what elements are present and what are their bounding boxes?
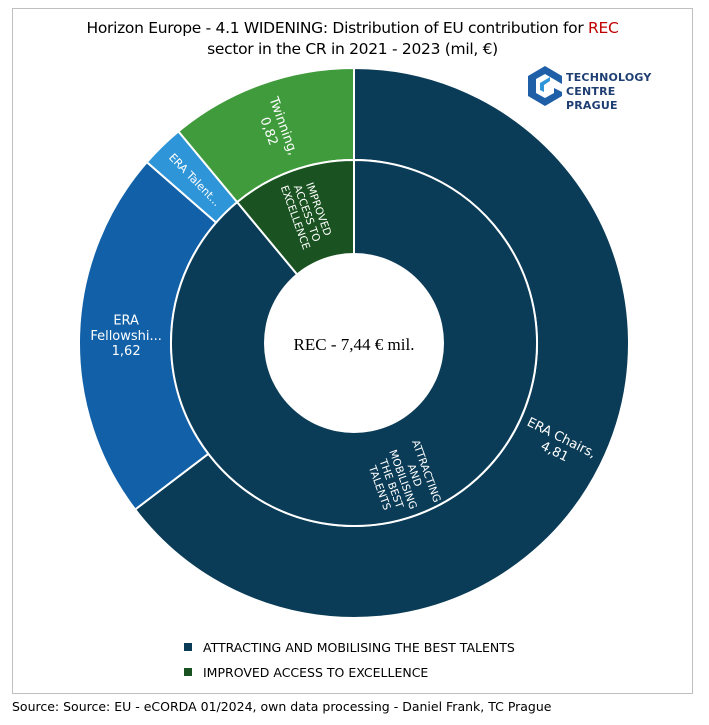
legend: ATTRACTING AND MOBILISING THE BEST TALEN… [184, 638, 515, 688]
legend-label: IMPROVED ACCESS TO EXCELLENCE [203, 664, 429, 680]
legend-item: IMPROVED ACCESS TO EXCELLENCE [184, 663, 515, 681]
legend-swatch [184, 643, 192, 651]
legend-swatch [184, 668, 192, 676]
chart-frame [12, 8, 693, 694]
legend-label: ATTRACTING AND MOBILISING THE BEST TALEN… [203, 639, 515, 655]
chart-title: Horizon Europe - 4.1 WIDENING: Distribut… [12, 18, 693, 60]
title-line1: Horizon Europe - 4.1 WIDENING: Distribut… [86, 19, 589, 37]
title-line2: sector in the CR in 2021 - 2023 (mil, €) [207, 40, 498, 58]
legend-item: ATTRACTING AND MOBILISING THE BEST TALEN… [184, 638, 515, 656]
center-hole [264, 253, 444, 433]
title-accent: REC [588, 19, 619, 37]
technology-centre-prague-logo: TECHNOLOGY CENTRE PRAGUE [528, 66, 668, 112]
source-note: Source: Source: EU - eCORDA 01/2024, own… [12, 699, 552, 714]
technology-centre-prague-logo-icon [528, 66, 562, 106]
logo-line1: TECHNOLOGY [566, 71, 652, 84]
logo-line2: CENTRE PRAGUE [566, 85, 618, 112]
center-total-label: REC - 7,44 € mil. [294, 335, 415, 354]
outer-label-era-fellowships: ERA Fellowshi... 1,62 [90, 314, 162, 360]
